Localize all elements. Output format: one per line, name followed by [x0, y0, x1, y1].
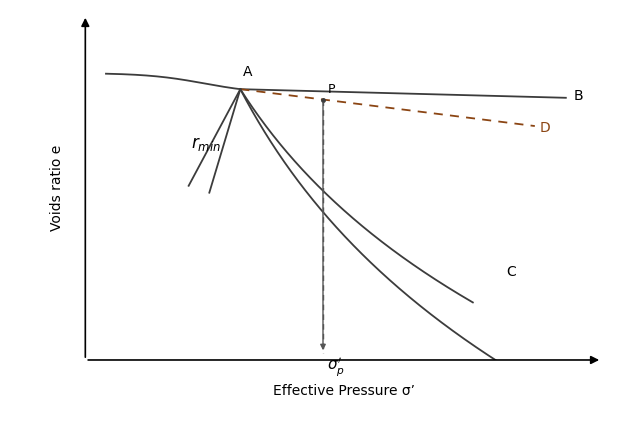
Text: P: P	[328, 83, 336, 96]
Text: Effective Pressure σ’: Effective Pressure σ’	[273, 384, 415, 398]
Text: $r_{min}$: $r_{min}$	[191, 135, 222, 153]
Text: $\sigma_p'$: $\sigma_p'$	[327, 355, 345, 378]
Text: Voids ratio e: Voids ratio e	[50, 144, 64, 230]
Text: A: A	[243, 65, 252, 79]
Text: C: C	[507, 265, 516, 279]
Text: D: D	[540, 121, 551, 135]
Text: B: B	[574, 89, 583, 103]
